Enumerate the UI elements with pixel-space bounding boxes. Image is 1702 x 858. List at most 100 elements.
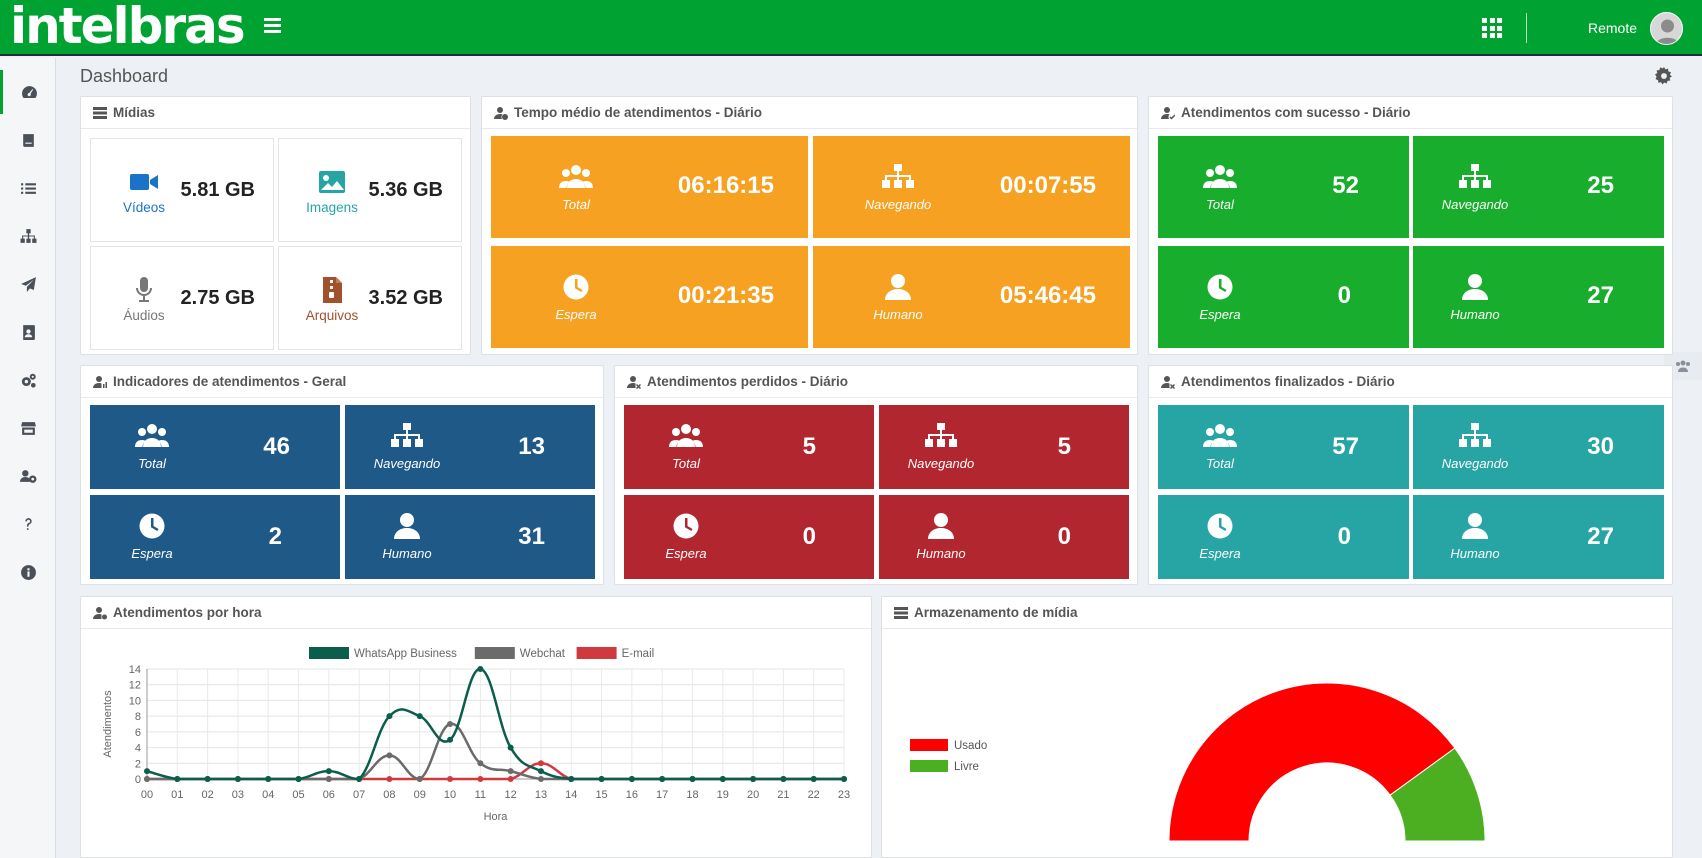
top-bar: intelbras Remote bbox=[0, 0, 1702, 56]
sidebar-item-settings[interactable] bbox=[0, 358, 56, 402]
data-point bbox=[265, 776, 272, 782]
sidebar-item-book[interactable] bbox=[0, 118, 56, 162]
sidebar-item-teams[interactable] bbox=[0, 454, 56, 498]
stat-tile-humano: Humano 27 bbox=[1413, 246, 1664, 348]
y-tick-label: 10 bbox=[129, 695, 141, 707]
stat-value: 0 bbox=[1337, 523, 1351, 550]
brand-logo[interactable]: intelbras bbox=[10, 0, 246, 55]
sitemap-icon bbox=[1459, 164, 1491, 188]
sidebar-item-store[interactable] bbox=[0, 406, 56, 450]
data-point bbox=[386, 713, 393, 720]
indicadores-panel: Indicadores de atendimentos - Geral Tota… bbox=[80, 365, 604, 585]
data-point bbox=[386, 752, 393, 759]
sidebar-item-info[interactable] bbox=[0, 550, 56, 594]
stat-label: Humano bbox=[916, 546, 966, 561]
list-icon bbox=[20, 182, 36, 194]
stat-tile-total: Total 5 bbox=[624, 405, 874, 489]
stat-value: 25 bbox=[1587, 172, 1614, 199]
x-tick-label: 11 bbox=[475, 789, 486, 801]
side-panel-toggle[interactable] bbox=[1664, 352, 1702, 380]
stat-value: 46 bbox=[263, 433, 290, 460]
stat-label: Humano bbox=[382, 546, 432, 561]
users-icon bbox=[559, 165, 593, 188]
hourly-chart-panel: Atendimentos por hora 0 2 4 6 8 10 12 14 00 01 02 0… bbox=[80, 596, 872, 858]
sidebar-item-help[interactable] bbox=[0, 502, 56, 546]
data-point bbox=[507, 744, 514, 751]
legend-label: E-mail bbox=[622, 648, 655, 660]
contact-book-icon bbox=[22, 324, 35, 340]
sidebar-item-contacts[interactable] bbox=[0, 310, 56, 354]
apps-grid-icon[interactable] bbox=[1482, 18, 1502, 38]
stat-label: Humano bbox=[1450, 307, 1500, 322]
data-point bbox=[447, 776, 454, 782]
data-point bbox=[810, 776, 817, 782]
data-point bbox=[447, 721, 454, 727]
user-icon bbox=[1462, 513, 1488, 539]
menu-toggle-icon[interactable] bbox=[264, 18, 281, 34]
stat-label: Navegando bbox=[864, 197, 932, 212]
legend-swatch bbox=[576, 647, 617, 659]
sidebar-item-dashboard[interactable] bbox=[0, 70, 56, 114]
stat-label: Navegando bbox=[1441, 456, 1509, 471]
stat-tile-humano: Humano 05:46:45 bbox=[813, 246, 1130, 348]
panel-title: Indicadores de atendimentos - Geral bbox=[113, 374, 347, 389]
user-check-icon bbox=[1161, 106, 1175, 120]
top-divider bbox=[1526, 13, 1527, 43]
data-point bbox=[841, 776, 847, 782]
stat-tile-total: Total 57 bbox=[1158, 405, 1409, 489]
x-tick-label: 00 bbox=[141, 789, 153, 801]
x-tick-label: 12 bbox=[505, 789, 517, 801]
doughnut-slice bbox=[1389, 747, 1486, 842]
user-name[interactable]: Remote bbox=[1588, 20, 1638, 36]
clock-icon bbox=[1207, 274, 1233, 300]
data-point bbox=[234, 776, 241, 782]
data-point bbox=[144, 768, 150, 775]
data-point bbox=[477, 666, 484, 672]
info-icon bbox=[20, 564, 36, 580]
sitemap-icon bbox=[925, 423, 957, 447]
stat-tile-espera: Espera 0 bbox=[1158, 246, 1409, 348]
x-tick-label: 18 bbox=[686, 789, 698, 801]
user-icon bbox=[928, 513, 954, 539]
x-tick-label: 16 bbox=[626, 789, 638, 801]
data-point bbox=[750, 776, 757, 782]
x-tick-label: 08 bbox=[383, 789, 395, 801]
y-axis-label: Atendimentos bbox=[102, 690, 114, 758]
user-icon bbox=[1462, 274, 1488, 300]
legend-label: WhatsApp Business bbox=[354, 648, 457, 660]
x-axis-label: Hora bbox=[484, 811, 509, 823]
user-cog-icon bbox=[93, 606, 107, 619]
sidebar-item-campaigns[interactable] bbox=[0, 262, 56, 306]
x-tick-label: 06 bbox=[323, 789, 335, 801]
stat-value: 5 bbox=[802, 433, 816, 460]
users-icon bbox=[669, 424, 703, 447]
data-point bbox=[386, 776, 393, 782]
data-point bbox=[507, 776, 514, 782]
data-point bbox=[568, 776, 575, 782]
gear-icon[interactable] bbox=[1655, 67, 1673, 85]
stat-value: 27 bbox=[1587, 282, 1614, 309]
dashboard-icon bbox=[22, 85, 37, 98]
stat-label: Total bbox=[1206, 456, 1234, 471]
tempo-medio-panel: Tempo médio de atendimentos - Diário Tot… bbox=[481, 96, 1138, 355]
panel-title: Atendimentos por hora bbox=[113, 605, 262, 620]
data-point bbox=[659, 776, 666, 782]
sidebar-item-flows[interactable] bbox=[0, 214, 56, 258]
stat-value: 30 bbox=[1587, 433, 1614, 460]
data-point bbox=[204, 776, 211, 782]
storage-doughnut-chart: Usado Livre bbox=[910, 682, 1486, 842]
stat-value: 31 bbox=[518, 523, 545, 550]
paper-plane-icon bbox=[20, 276, 36, 292]
users-icon bbox=[1676, 360, 1690, 372]
stat-value: 0 bbox=[1057, 523, 1071, 550]
panel-title: Mídias bbox=[113, 105, 156, 120]
sidebar-item-list[interactable] bbox=[0, 166, 56, 210]
avatar[interactable] bbox=[1650, 12, 1683, 45]
x-tick-label: 04 bbox=[262, 789, 274, 801]
series-line bbox=[146, 667, 844, 781]
stat-value: 00:07:55 bbox=[999, 172, 1096, 199]
stat-tile-navegando: Navegando 13 bbox=[345, 405, 595, 489]
stat-value: 2 bbox=[268, 523, 282, 550]
x-tick-label: 19 bbox=[717, 789, 729, 801]
sitemap-icon bbox=[882, 164, 914, 188]
